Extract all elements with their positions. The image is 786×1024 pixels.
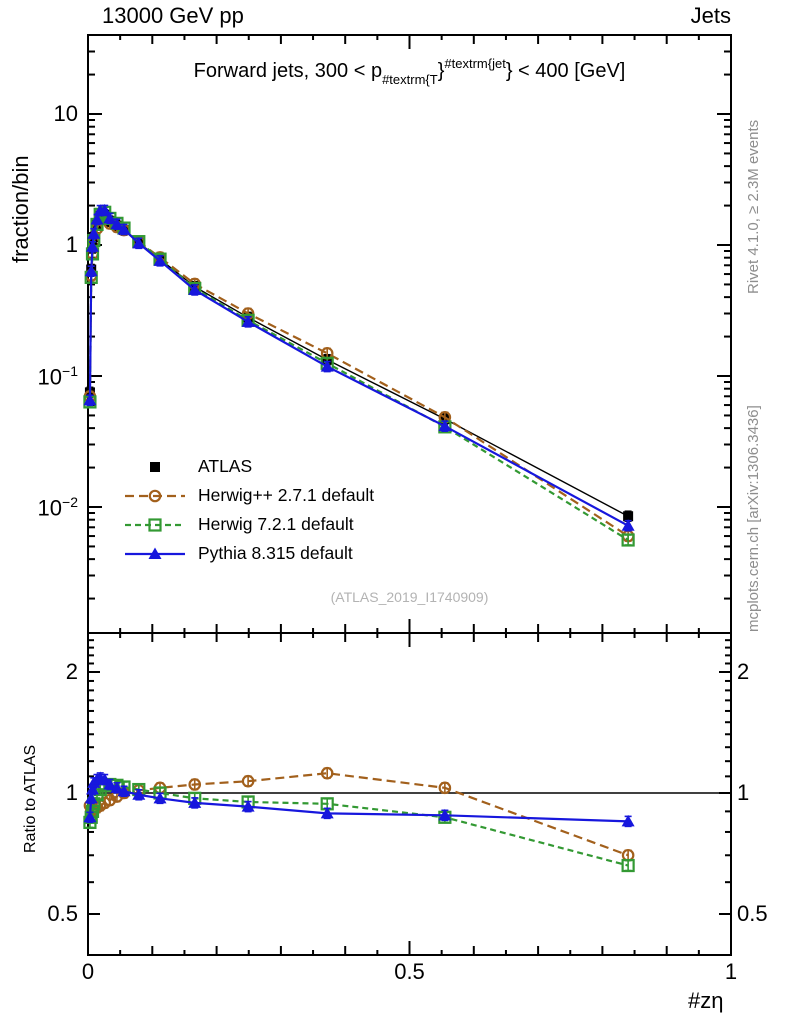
data-marker xyxy=(153,791,167,804)
data-marker xyxy=(621,858,635,873)
data-marker xyxy=(188,778,202,791)
data-marker xyxy=(132,236,146,249)
data-marker xyxy=(84,264,98,277)
data-marker xyxy=(621,814,635,827)
data-marker xyxy=(103,777,117,790)
legend-marker-herwig-2-7-1-default xyxy=(125,489,185,502)
data-marker xyxy=(132,788,146,800)
data-marker xyxy=(103,793,117,807)
rivet-version-note: Rivet 4.1.0, ≥ 2.3M events xyxy=(745,119,762,294)
ratio-y-tick-label-right: 2 xyxy=(737,659,750,684)
title-mid: } xyxy=(437,60,445,82)
x-axis-title: #zη xyxy=(688,988,724,1013)
data-marker xyxy=(86,240,100,252)
mcplots-reference-note: mcplots.cern.ch [arXiv:1306.3436] xyxy=(745,405,762,632)
ratio-y-tick-label-right: 1 xyxy=(737,780,750,805)
legend-marker-pythia-8-315-default xyxy=(125,547,185,559)
data-marker xyxy=(188,796,202,808)
data-marker xyxy=(90,212,104,225)
legend-item-herwig-7-2-1-default: Herwig 7.2.1 default xyxy=(124,510,374,539)
ratio-y-tick-label-left: 2 xyxy=(65,659,78,684)
ratio-series-pythia-8-315-default-markers xyxy=(83,771,635,828)
legend-label: Herwig++ 2.7.1 default xyxy=(198,485,375,505)
data-marker xyxy=(153,254,167,266)
legend-item-pythia-8-315-default: Pythia 8.315 default xyxy=(124,539,374,568)
title-subscript: #textrm{T xyxy=(382,72,438,87)
top-y-tick-label: 10 xyxy=(53,101,78,126)
data-marker xyxy=(83,810,97,823)
legend-label: Pythia 8.315 default xyxy=(198,543,353,563)
legend-item-atlas: ATLAS xyxy=(124,452,374,481)
top-y-tick-label: 1 xyxy=(65,232,78,257)
x-tick-label: 0 xyxy=(81,959,95,984)
ratio-panel-frame xyxy=(87,632,732,956)
panel-title: Forward jets, 300 < p#textrm{T}#textrm{j… xyxy=(88,56,731,87)
data-marker xyxy=(84,791,98,804)
analysis-id-watermark: (ATLAS_2019_I1740909) xyxy=(330,589,489,605)
analysis-group-label: Jets xyxy=(690,3,731,28)
data-marker xyxy=(148,517,162,532)
ratio-y-tick-label-left: 0.5 xyxy=(47,901,78,926)
x-tick-label: 1 xyxy=(724,959,738,984)
data-marker xyxy=(438,808,452,821)
data-marker xyxy=(320,766,334,780)
title-superscript: #textrm{jet xyxy=(444,56,506,71)
ratio-y-tick-label-left: 1 xyxy=(65,780,78,805)
title-prefix: Forward jets, 300 < p xyxy=(193,60,383,82)
top-series-pythia-8-315-default-markers xyxy=(83,203,635,532)
data-marker xyxy=(241,800,255,812)
legend-marker-atlas xyxy=(150,461,160,472)
title-suffix: } < 400 [GeV] xyxy=(505,60,626,82)
data-marker xyxy=(438,419,452,432)
data-marker xyxy=(103,211,117,224)
data-marker xyxy=(188,283,202,295)
data-marker xyxy=(110,781,124,793)
top-y-tick-label: 10−1 xyxy=(37,363,78,390)
ratio-y-tick-label-right: 0.5 xyxy=(737,901,768,926)
legend-label: Herwig 7.2.1 default xyxy=(198,514,354,534)
x-tick-label: 0.5 xyxy=(394,959,425,984)
data-marker xyxy=(87,227,101,239)
legend-item-herwig-2-7-1-default: Herwig++ 2.7.1 default xyxy=(124,481,374,510)
data-marker xyxy=(117,223,131,235)
data-marker xyxy=(241,315,255,327)
data-marker xyxy=(438,781,452,795)
data-marker xyxy=(117,784,131,797)
data-marker xyxy=(623,511,634,522)
data-marker xyxy=(83,393,97,406)
data-marker xyxy=(148,489,162,502)
data-marker xyxy=(621,519,635,531)
data-marker xyxy=(320,360,334,372)
data-marker xyxy=(148,547,162,559)
data-marker xyxy=(241,774,255,788)
legend-marker-herwig-7-2-1-default xyxy=(125,517,185,532)
data-marker xyxy=(110,217,124,230)
ratio-series-herwig-7-2-1-default-line xyxy=(88,783,629,867)
top-y-tick-label: 10−2 xyxy=(37,494,78,521)
data-marker xyxy=(150,461,160,472)
beam-energy-label: 13000 GeV pp xyxy=(102,3,244,28)
ratio-series-pythia-8-315-default-line xyxy=(88,776,629,823)
data-marker xyxy=(320,806,334,819)
data-marker xyxy=(621,533,635,547)
legend: ATLAS Herwig++ 2.7.1 default Herwig 7.2.1 … xyxy=(124,452,374,568)
data-marker xyxy=(98,203,112,216)
legend-label: ATLAS xyxy=(198,456,253,476)
data-marker xyxy=(86,783,100,795)
